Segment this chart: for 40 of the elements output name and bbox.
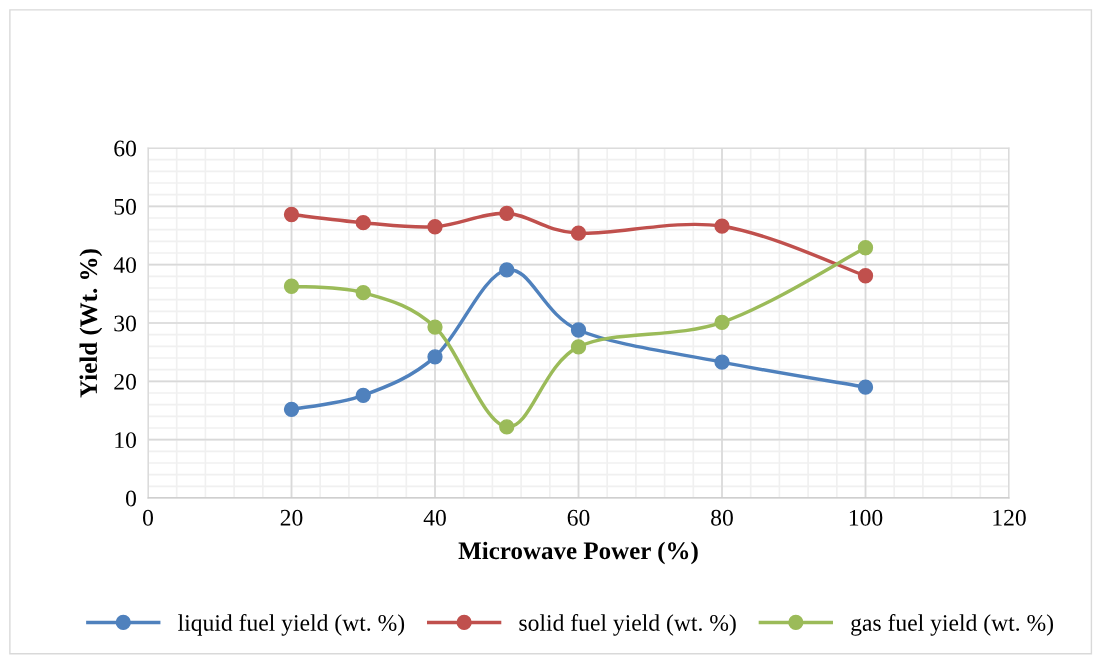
point [283,278,300,294]
y-tick-label: 0 [125,490,136,507]
point [570,225,587,241]
x-tick-label: 60 [567,509,590,526]
point [857,379,874,395]
point [355,215,371,231]
point [714,354,730,370]
point [283,401,300,417]
x-tick-label: 20 [280,509,303,526]
point [355,387,371,403]
legend-label: gas fuel yield (wt. %) [851,614,1054,636]
legend-label: solid fuel yield (wt. %) [519,614,736,636]
y-tick-label: 10 [115,432,136,449]
point [427,319,443,335]
y-tick-label: 50 [114,198,136,215]
x-tick-label: 120 [993,509,1026,526]
point [499,262,515,278]
y-tick-label: 20 [114,373,136,390]
point [499,419,515,435]
point [570,339,587,355]
point [714,218,730,234]
y-axis-title: Yield (Wt. %) [79,249,103,398]
x-tick-label: 100 [849,509,883,526]
legend-label: liquid fuel yield (wt. %) [178,614,405,636]
point [427,349,443,365]
point [857,240,874,256]
y-tick-label: 60 [114,140,136,157]
point [570,322,587,338]
point [714,314,730,331]
y-tick-label: 40 [113,257,136,274]
x-axis-title: Microwave Power (%) [458,541,698,565]
point [499,205,515,221]
point [283,206,300,223]
point [355,285,371,301]
x-tick-label: 0 [143,509,153,526]
y-tick-label: 30 [114,315,136,332]
point [427,219,443,235]
x-tick-label: 40 [423,509,446,526]
point [857,268,874,284]
x-tick-label: 80 [711,509,733,526]
